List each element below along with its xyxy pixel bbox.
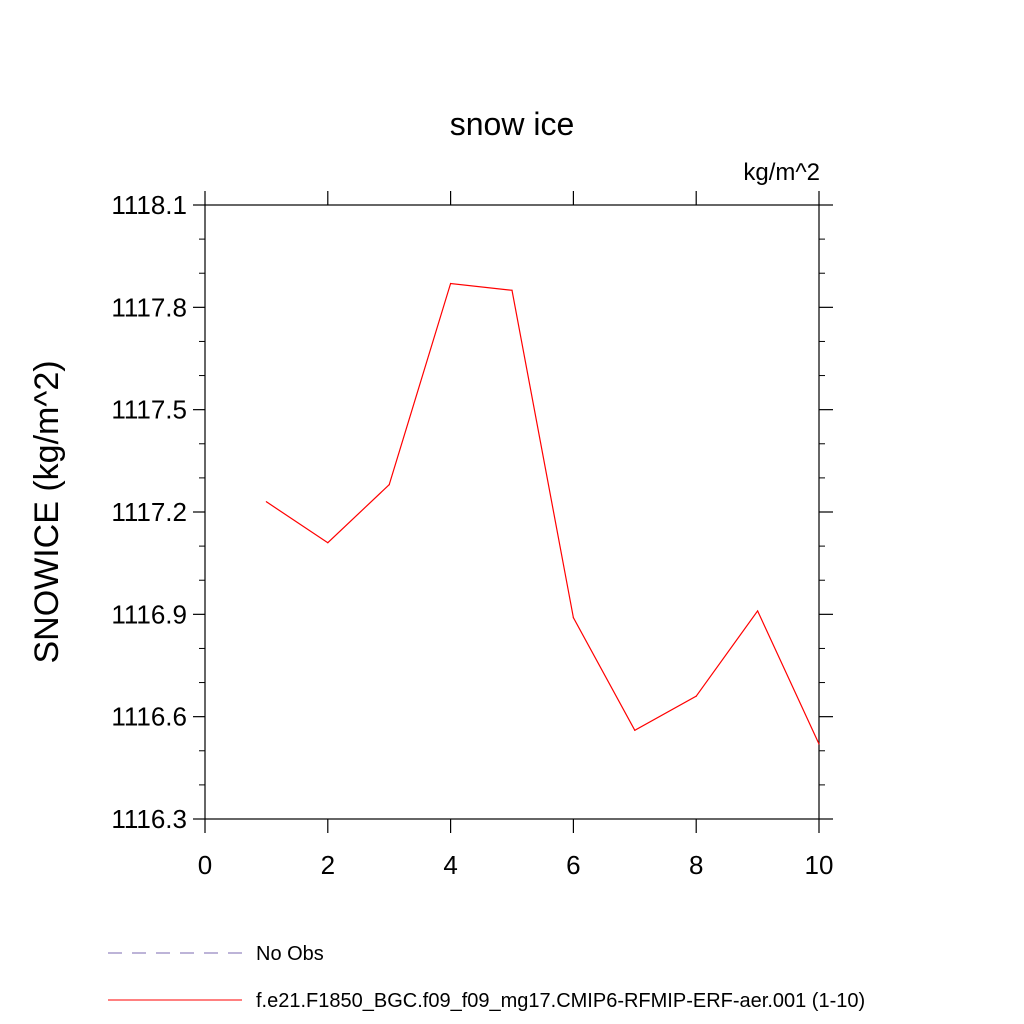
- x-tick-label: 2: [321, 850, 335, 880]
- y-tick-label: 1116.6: [111, 702, 187, 732]
- y-tick-label: 1117.2: [111, 497, 187, 527]
- y-tick-label: 1118.1: [111, 190, 187, 220]
- x-tick-label: 6: [566, 850, 580, 880]
- y-tick-label: 1116.3: [111, 804, 187, 834]
- data-point: [818, 743, 820, 745]
- data-point: [388, 484, 390, 486]
- data-point: [634, 729, 636, 731]
- y-tick-label: 1117.8: [111, 292, 187, 322]
- legend-label-model: f.e21.F1850_BGC.f09_f09_mg17.CMIP6-RFMIP…: [256, 990, 865, 1012]
- y-tick-label: 1116.9: [111, 599, 187, 629]
- data-point: [695, 695, 697, 697]
- x-tick-label: 10: [805, 850, 834, 880]
- units-label: kg/m^2: [743, 159, 820, 186]
- x-tick-label: 0: [198, 850, 212, 880]
- x-tick-label: 4: [443, 850, 457, 880]
- data-point: [572, 617, 575, 619]
- data-point: [757, 610, 759, 612]
- data-point: [450, 282, 452, 285]
- series-group: [265, 282, 820, 745]
- data-point: [265, 501, 267, 503]
- y-axis-label: SNOWICE (kg/m^2): [28, 360, 66, 663]
- legend: No Obs f.e21.F1850_BGC.f09_f09_mg17.CMIP…: [108, 943, 865, 1012]
- y-tick-label: 1117.5: [111, 395, 187, 425]
- legend-label-no-obs: No Obs: [256, 943, 324, 965]
- series-line-0: [266, 282, 820, 745]
- x-axis-ticks: 0 2 4 6 8 10: [198, 191, 834, 880]
- plot-frame: [204, 204, 820, 820]
- x-tick-label: 8: [689, 850, 703, 880]
- y-minor-ticks: [199, 238, 825, 786]
- y-axis-ticks: 1116.3 1116.6 1116.9 1117.2 1117.5 1117.8 1118…: [111, 190, 833, 834]
- data-point: [327, 542, 329, 544]
- data-point: [511, 289, 513, 291]
- chart-title: snow ice: [450, 106, 575, 142]
